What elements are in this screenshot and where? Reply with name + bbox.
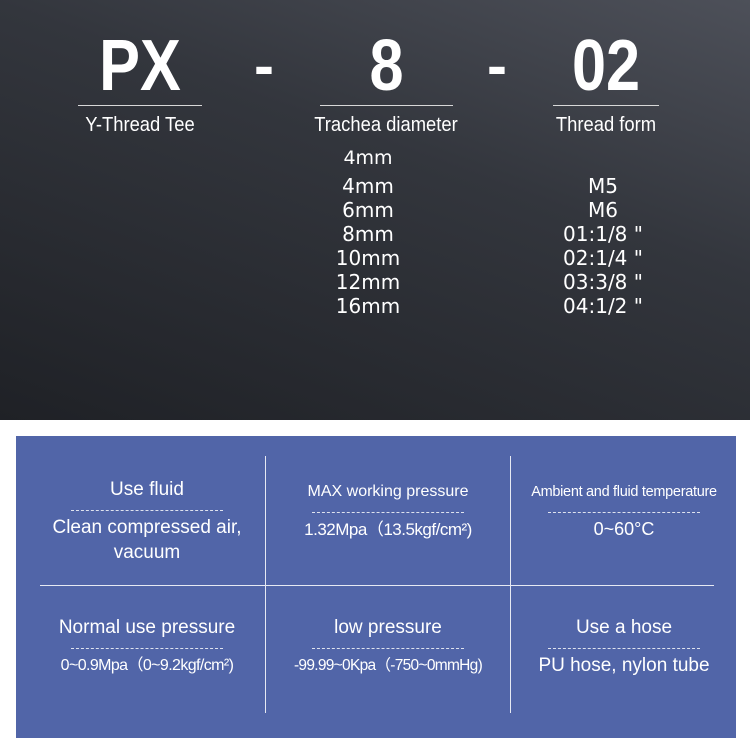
thread-item: M5	[588, 174, 618, 198]
divider	[265, 456, 266, 713]
dashed-divider	[312, 512, 464, 513]
spec-low-pressure: low pressure -99.99~0Kpa（-750~0mmHg)	[268, 616, 508, 678]
dashed-divider	[548, 512, 700, 513]
diameter-item: 12mm	[335, 270, 401, 294]
thread-list: M5 M6 01:1/8 " 02:1/4 " 03:3/8 " 04:1/2 …	[548, 174, 658, 318]
spec-title: Ambient and fluid temperature	[531, 484, 717, 500]
spec-value: Clean compressed air, vacuum	[52, 517, 242, 563]
dashed-divider	[312, 648, 464, 649]
thread-item: 03:3/8 "	[563, 270, 643, 294]
spec-title: Normal use pressure	[58, 617, 236, 638]
dashed-divider	[548, 648, 700, 649]
spec-title: Use fluid	[110, 479, 184, 500]
dashed-divider	[71, 510, 223, 511]
code-diameter: 8	[369, 26, 404, 106]
label-thread: Thread form	[555, 114, 657, 136]
spec-value: -99.99~0Kpa（-750~0mmHg)	[293, 657, 483, 674]
dashed-divider	[71, 648, 223, 649]
divider	[40, 585, 714, 586]
thread-item: M6	[588, 198, 618, 222]
spec-hose: Use a hose PU hose, nylon tube	[512, 616, 736, 678]
spec-title: Use a hose	[575, 617, 673, 638]
spec-panel: Use fluid Clean compressed air, vacuum M…	[16, 436, 736, 738]
label-series: Y-Thread Tee	[85, 114, 195, 136]
code-separator: -	[487, 32, 507, 99]
code-separator: -	[254, 32, 274, 99]
spec-value: 1.32Mpa（13.5kgf/cm²)	[304, 520, 472, 539]
spec-value: 0~0.9Mpa（0~9.2kgf/cm²)	[60, 657, 234, 674]
divider	[320, 105, 453, 106]
spec-value: PU hose, nylon tube	[538, 655, 710, 676]
diameter-item: 10mm	[335, 246, 401, 270]
spec-title: low pressure	[334, 617, 442, 638]
diameter-header: 4mm	[343, 147, 393, 169]
diameter-item: 8mm	[342, 222, 394, 246]
divider	[78, 105, 202, 106]
label-diameter: Trachea diameter	[314, 114, 458, 136]
thread-item: 04:1/2 "	[563, 294, 643, 318]
thread-item: 02:1/4 "	[563, 246, 643, 270]
diameter-item: 6mm	[342, 198, 394, 222]
spec-title: MAX working pressure	[307, 483, 469, 500]
spec-use-fluid: Use fluid Clean compressed air, vacuum	[26, 478, 268, 565]
model-code-banner: PX - 8 - 02 Y-Thread Tee Trachea diamete…	[0, 0, 750, 420]
diameter-item: 4mm	[342, 174, 394, 198]
code-thread: 02	[571, 26, 641, 106]
spec-max-pressure: MAX working pressure 1.32Mpa（13.5kgf/cm²…	[268, 480, 508, 542]
divider	[510, 456, 511, 713]
spec-temperature: Ambient and fluid temperature 0~60°C	[512, 480, 736, 542]
code-series: PX	[99, 26, 181, 106]
thread-item: 01:1/8 "	[563, 222, 643, 246]
divider	[553, 105, 659, 106]
spec-value: 0~60°C	[593, 519, 655, 539]
spec-normal-pressure: Normal use pressure 0~0.9Mpa（0~9.2kgf/cm…	[26, 616, 268, 678]
diameter-list: 4mm 6mm 8mm 10mm 12mm 16mm	[318, 174, 418, 318]
diameter-item: 16mm	[335, 294, 401, 318]
